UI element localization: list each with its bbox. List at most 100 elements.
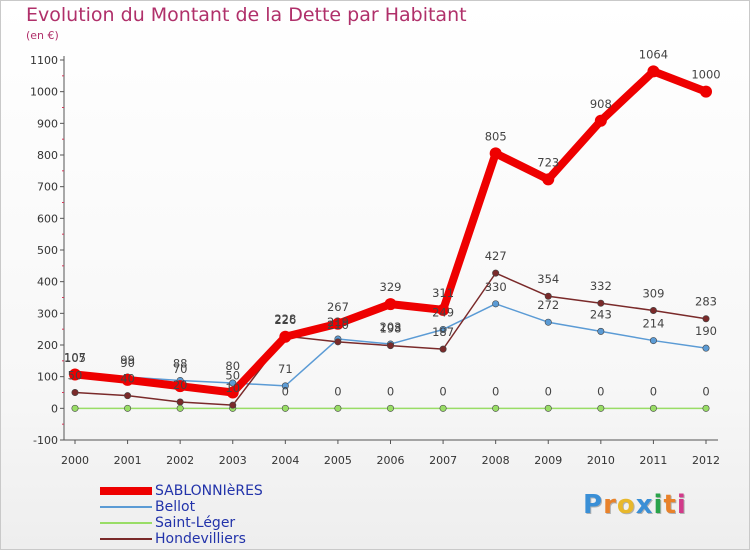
data-point bbox=[597, 299, 605, 307]
x-tick-label: 2007 bbox=[429, 454, 457, 467]
y-tick-label: 900 bbox=[37, 117, 58, 130]
data-label: 908 bbox=[590, 97, 612, 111]
data-label: 107 bbox=[64, 350, 86, 364]
chart-subtitle: (en €) bbox=[26, 29, 59, 42]
data-point bbox=[702, 315, 710, 323]
data-label: 190 bbox=[695, 324, 717, 338]
data-label: 0 bbox=[387, 384, 394, 398]
legend-label: Saint-Léger bbox=[155, 515, 236, 531]
data-label: 0 bbox=[439, 384, 446, 398]
data-point bbox=[597, 404, 605, 412]
x-tick-label: 2001 bbox=[114, 454, 142, 467]
data-label: 332 bbox=[590, 279, 612, 293]
data-label: 99 bbox=[120, 353, 135, 367]
data-label: 203 bbox=[380, 320, 402, 334]
data-point bbox=[334, 338, 342, 346]
data-label: 226 bbox=[274, 313, 296, 327]
logo-letter: i bbox=[653, 490, 664, 520]
data-label: 267 bbox=[327, 300, 349, 314]
data-label: 10 bbox=[225, 381, 240, 395]
y-tick-label: 500 bbox=[37, 244, 58, 257]
data-label: 309 bbox=[642, 286, 664, 300]
y-tick-label: -100 bbox=[33, 434, 58, 447]
x-tick-label: 2012 bbox=[692, 454, 720, 467]
y-tick-label: 700 bbox=[37, 181, 58, 194]
x-tick-label: 2003 bbox=[219, 454, 247, 467]
data-label: 71 bbox=[278, 362, 293, 376]
data-point bbox=[281, 382, 289, 390]
data-point bbox=[176, 404, 184, 412]
data-label: 198 bbox=[380, 322, 402, 336]
data-label: 20 bbox=[173, 378, 188, 392]
data-point bbox=[334, 404, 342, 412]
data-point bbox=[384, 298, 397, 311]
data-label: 0 bbox=[597, 384, 604, 398]
legend-swatch bbox=[100, 506, 152, 508]
legend-swatch bbox=[100, 522, 152, 524]
legend-swatch bbox=[100, 538, 152, 540]
data-label: 805 bbox=[485, 129, 507, 143]
data-point bbox=[279, 330, 292, 343]
legend-label: Bellot bbox=[155, 499, 196, 515]
logo-letter: t bbox=[663, 490, 677, 520]
data-label: 88 bbox=[173, 356, 188, 370]
data-label: 80 bbox=[225, 359, 240, 373]
data-label: 311 bbox=[432, 286, 454, 300]
data-label: 1064 bbox=[639, 47, 668, 61]
logo-letter: x bbox=[635, 490, 654, 520]
data-point bbox=[229, 379, 237, 387]
logo-letter: o bbox=[616, 490, 636, 520]
y-tick-label: 400 bbox=[37, 276, 58, 289]
data-point bbox=[121, 373, 134, 386]
proxiti-logo: Proxiti bbox=[583, 490, 687, 520]
x-tick-label: 2009 bbox=[534, 454, 562, 467]
data-point bbox=[437, 303, 450, 316]
data-label: 0 bbox=[545, 384, 552, 398]
data-label: 228 bbox=[274, 312, 296, 326]
data-point bbox=[386, 342, 394, 350]
data-label: 330 bbox=[485, 280, 507, 294]
x-tick-label: 2011 bbox=[639, 454, 667, 467]
data-point bbox=[492, 404, 500, 412]
x-tick-label: 2002 bbox=[166, 454, 194, 467]
data-point bbox=[439, 325, 447, 333]
data-label: 723 bbox=[537, 155, 559, 169]
data-label: 50 bbox=[68, 369, 83, 383]
data-label: 0 bbox=[282, 384, 289, 398]
y-tick-label: 1100 bbox=[30, 54, 58, 67]
y-tick-label: 0 bbox=[51, 402, 58, 415]
data-label: 90 bbox=[120, 356, 135, 370]
data-point bbox=[439, 404, 447, 412]
data-point bbox=[281, 404, 289, 412]
data-label: 272 bbox=[537, 298, 559, 312]
data-label: 249 bbox=[432, 305, 454, 319]
data-label: 0 bbox=[492, 384, 499, 398]
legend-swatch bbox=[100, 487, 152, 495]
data-label: 1000 bbox=[691, 68, 720, 82]
data-label: 329 bbox=[380, 280, 402, 294]
x-tick-label: 2006 bbox=[377, 454, 405, 467]
legend-label: SABLONNIèRES bbox=[155, 483, 263, 499]
data-point bbox=[229, 401, 237, 409]
data-point bbox=[176, 398, 184, 406]
data-label: 70 bbox=[173, 362, 188, 376]
logo-letter: P bbox=[583, 490, 604, 520]
data-point bbox=[700, 85, 712, 98]
data-point bbox=[492, 300, 500, 308]
data-label: 105 bbox=[64, 351, 86, 365]
data-label: 219 bbox=[327, 315, 349, 329]
y-tick-label: 100 bbox=[37, 371, 58, 384]
data-point bbox=[649, 337, 657, 345]
y-tick-label: 300 bbox=[37, 307, 58, 320]
x-tick-label: 2004 bbox=[271, 454, 299, 467]
data-point bbox=[124, 404, 132, 412]
data-point bbox=[649, 306, 657, 314]
logo-letter: i bbox=[676, 490, 687, 520]
data-point bbox=[597, 327, 605, 335]
data-label: 210 bbox=[327, 318, 349, 332]
data-point bbox=[331, 317, 344, 330]
data-label: 243 bbox=[590, 307, 612, 321]
data-point bbox=[489, 147, 502, 160]
y-tick-label: 200 bbox=[37, 339, 58, 352]
